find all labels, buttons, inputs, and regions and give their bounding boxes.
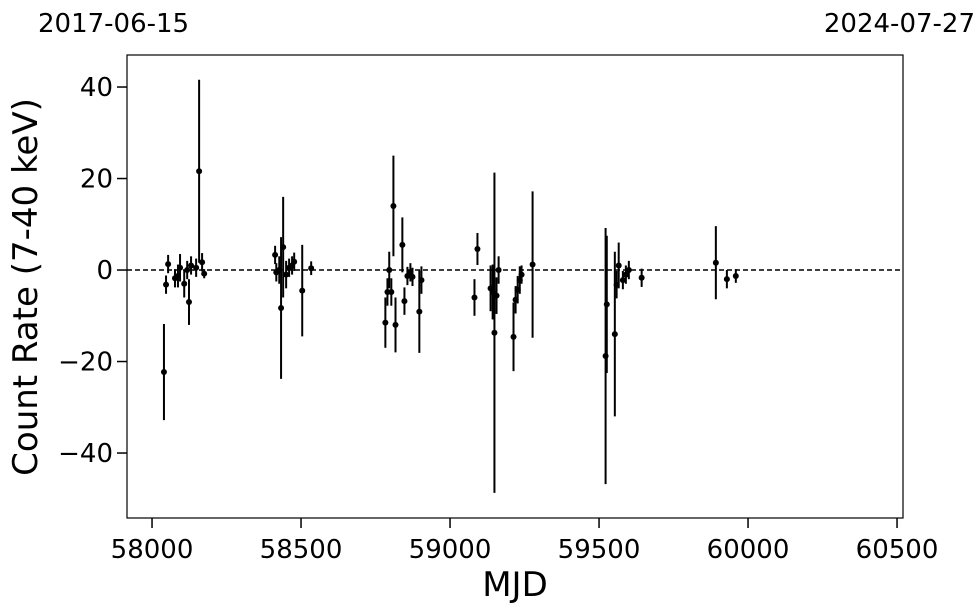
data-point — [611, 331, 618, 338]
data-point — [409, 273, 416, 280]
data-point — [193, 264, 200, 271]
data-point — [495, 267, 502, 274]
data-point — [177, 264, 184, 271]
data-point — [474, 245, 481, 252]
x-axis-label: MJD — [482, 565, 548, 605]
data-point — [181, 280, 188, 287]
x-tick-label: 59000 — [409, 535, 492, 565]
data-point — [418, 277, 425, 284]
data-point — [184, 267, 191, 274]
y-tick-label: 20 — [80, 165, 113, 195]
data-point — [382, 319, 389, 326]
y-tick-label: 0 — [96, 256, 113, 286]
data-point — [510, 333, 517, 340]
data-point — [493, 292, 500, 299]
data-point — [622, 271, 629, 278]
data-point — [196, 168, 203, 175]
data-point — [283, 271, 290, 278]
top-right-date: 2024-07-27 — [824, 9, 975, 39]
data-point — [619, 277, 626, 284]
data-point — [732, 272, 739, 279]
top-left-date: 2017-06-15 — [38, 9, 189, 39]
data-point — [278, 305, 285, 312]
data-point — [272, 251, 279, 258]
data-point — [201, 270, 208, 277]
data-point — [399, 241, 406, 248]
x-tick-label: 60500 — [856, 535, 939, 565]
x-tick-label: 59500 — [558, 535, 641, 565]
data-point — [416, 308, 423, 315]
data-point — [615, 262, 622, 269]
data-point — [163, 281, 170, 288]
y-tick-label: 40 — [80, 73, 113, 103]
data-point — [471, 294, 478, 301]
y-tick-label: −40 — [58, 439, 113, 469]
data-point — [603, 301, 610, 308]
data-point — [390, 202, 397, 209]
data-point — [638, 274, 645, 281]
data-point — [199, 259, 206, 266]
data-point — [188, 262, 195, 269]
data-point — [625, 267, 632, 274]
data-point — [712, 259, 719, 266]
data-point — [299, 287, 306, 294]
data-point — [392, 321, 399, 328]
x-tick-label: 58500 — [260, 535, 343, 565]
data-point — [386, 267, 393, 274]
data-point — [185, 299, 192, 306]
data-point — [280, 244, 287, 251]
y-tick-label: −20 — [58, 348, 113, 378]
data-point — [291, 258, 298, 265]
data-point — [529, 261, 536, 268]
x-tick-label: 58000 — [111, 535, 194, 565]
data-point — [401, 298, 408, 305]
data-point — [518, 271, 525, 278]
y-axis-label: Count Rate (7-40 keV) — [6, 98, 46, 476]
data-point — [491, 329, 498, 336]
data-point — [160, 369, 167, 376]
data-point — [165, 261, 172, 268]
data-point — [308, 265, 315, 272]
x-tick-label: 60000 — [707, 535, 790, 565]
data-point — [388, 288, 395, 295]
data-point — [723, 276, 730, 283]
plot-frame — [126, 54, 904, 519]
